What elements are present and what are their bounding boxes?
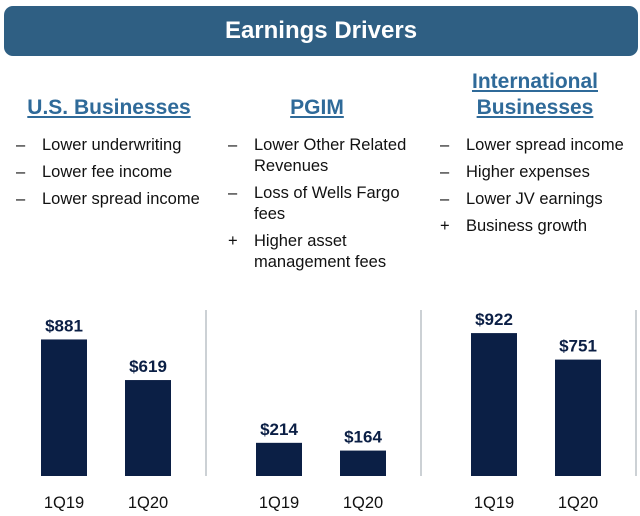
driver-text: Lower spread income <box>42 190 200 208</box>
driver-item: – Lower fee income <box>16 162 216 183</box>
driver-item: – Lower spread income <box>440 135 638 156</box>
bullet-symbol: – <box>440 163 450 181</box>
driver-item: – Lower Other Related Revenues <box>228 135 418 177</box>
driver-item: – Higher expenses <box>440 162 638 183</box>
category-label: 1Q19 <box>259 494 299 512</box>
driver-text: Business growth <box>466 217 588 235</box>
bullet-symbol: – <box>228 136 238 154</box>
bar-1q19 <box>256 442 302 476</box>
title-banner: Earnings Drivers <box>4 6 638 56</box>
driver-item: – Lower underwriting <box>16 135 216 156</box>
us-businesses-bar-chart: $881 1Q19 $619 1Q20 <box>41 310 207 512</box>
international-businesses-bar-chart: $922 1Q19 $751 1Q20 <box>471 310 637 512</box>
driver-text: Lower underwriting <box>42 136 182 154</box>
bar-1q20 <box>125 380 171 476</box>
bar-1q19 <box>41 339 87 476</box>
driver-text: Lower fee income <box>42 163 173 181</box>
bullet-symbol: – <box>440 136 450 154</box>
value-label: $751 <box>559 337 597 356</box>
category-label: 1Q20 <box>128 494 168 512</box>
category-label: 1Q20 <box>343 494 383 512</box>
driver-item: – Lower spread income <box>16 189 216 210</box>
bullet-symbol: + <box>228 232 238 250</box>
pgim-bar-chart: $214 1Q19 $164 1Q20 <box>256 310 422 512</box>
driver-text: Lower spread income <box>466 136 624 154</box>
value-label: $164 <box>344 428 382 447</box>
heading-us-businesses: U.S. Businesses <box>14 95 204 121</box>
international-drivers-list: – Lower spread income – Higher expenses – L… <box>440 135 638 243</box>
driver-text: Lower JV earnings <box>466 190 603 208</box>
heading-international-businesses: International Businesses <box>440 69 630 121</box>
heading-line: PGIM <box>290 96 344 119</box>
driver-item: + Business growth <box>440 216 638 237</box>
category-label: 1Q19 <box>44 494 84 512</box>
us-drivers-list: – Lower underwriting – Lower fee income – L… <box>16 135 216 216</box>
driver-text: Loss of Wells Fargo fees <box>254 184 400 223</box>
bullet-symbol: – <box>16 136 26 154</box>
driver-text: Higher asset management fees <box>254 232 387 271</box>
value-label: $214 <box>260 420 298 439</box>
bullet-symbol: + <box>440 217 450 235</box>
driver-item: + Higher asset management fees <box>228 231 418 273</box>
driver-item: – Lower JV earnings <box>440 189 638 210</box>
heading-line: U.S. Businesses <box>27 96 191 119</box>
driver-item: – Loss of Wells Fargo fees <box>228 183 418 225</box>
heading-line: International <box>471 70 598 93</box>
value-label: $881 <box>45 316 83 335</box>
value-label: $922 <box>475 310 513 329</box>
bullet-symbol: – <box>16 163 26 181</box>
bullet-symbol: – <box>16 190 26 208</box>
pgim-drivers-list: – Lower Other Related Revenues – Loss of W… <box>228 135 418 279</box>
bar-1q20 <box>340 450 386 476</box>
heading-pgim: PGIM <box>222 95 412 121</box>
driver-text: Lower Other Related Revenues <box>254 136 407 175</box>
category-label: 1Q19 <box>474 494 514 512</box>
bar-1q19 <box>471 333 517 476</box>
bar-1q20 <box>555 359 601 476</box>
bullet-symbol: – <box>228 184 238 202</box>
heading-line: Businesses <box>476 96 594 119</box>
category-label: 1Q20 <box>558 494 598 512</box>
driver-text: Higher expenses <box>466 163 590 181</box>
value-label: $619 <box>129 357 167 376</box>
bullet-symbol: – <box>440 190 450 208</box>
banner-title: Earnings Drivers <box>224 17 418 44</box>
